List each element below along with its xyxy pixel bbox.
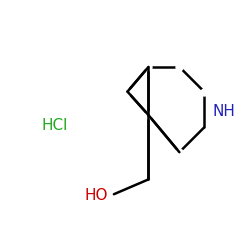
- Text: HO: HO: [84, 188, 108, 203]
- Text: NH: NH: [213, 104, 236, 119]
- Text: HCl: HCl: [41, 118, 68, 132]
